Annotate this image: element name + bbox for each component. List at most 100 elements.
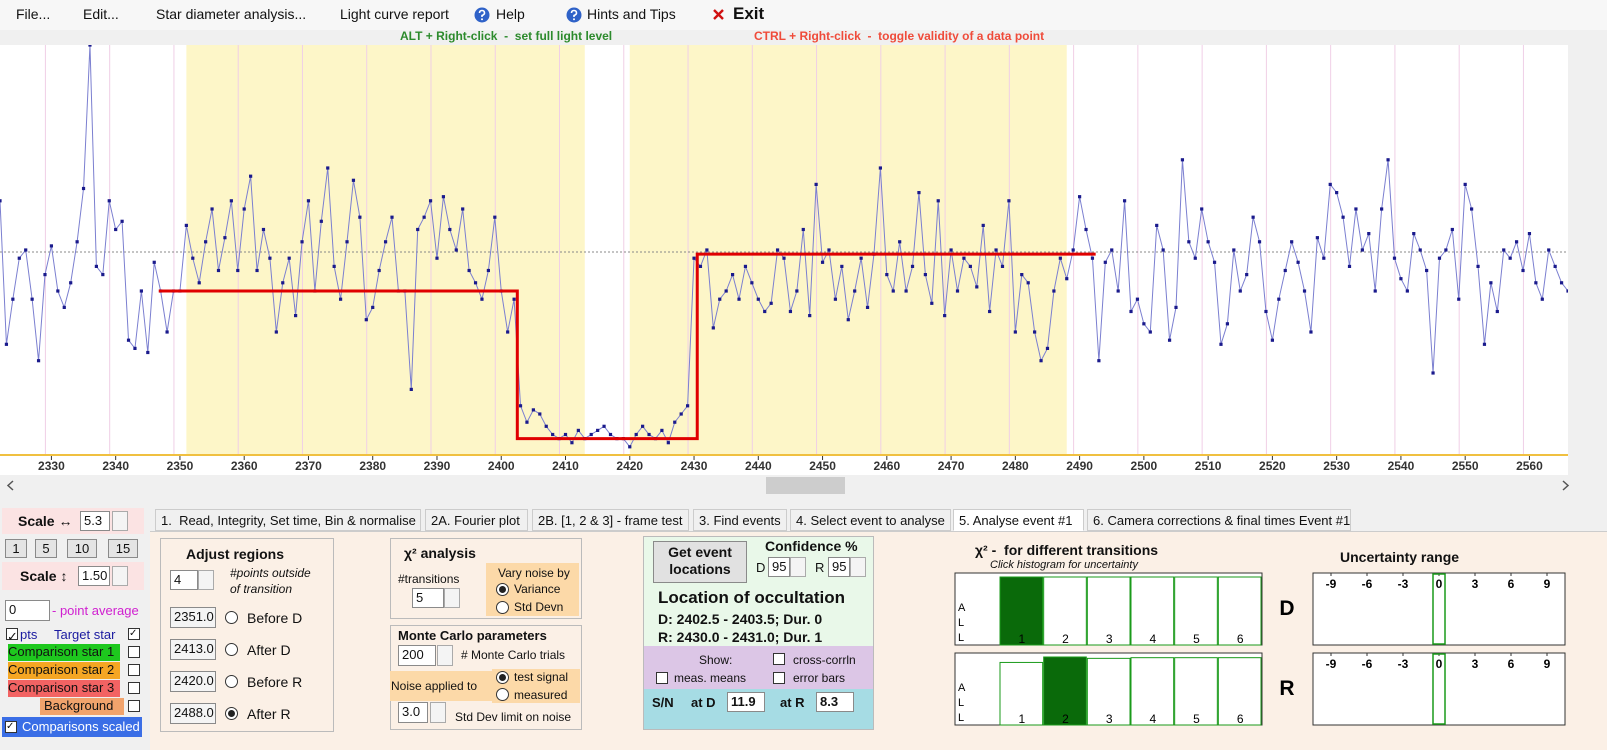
data-point[interactable] (1437, 256, 1442, 260)
data-point[interactable] (1097, 359, 1101, 363)
data-point[interactable] (1457, 297, 1461, 301)
data-point[interactable] (923, 273, 927, 277)
data-point[interactable] (1193, 256, 1197, 260)
data-point[interactable] (197, 281, 201, 285)
spinner[interactable] (430, 702, 446, 723)
input[interactable]: 95 (828, 557, 850, 577)
data-point[interactable] (518, 404, 523, 408)
data-point[interactable] (1470, 207, 1474, 211)
data-point[interactable] (441, 195, 446, 199)
radio[interactable] (496, 688, 509, 701)
data-point[interactable] (1103, 260, 1107, 264)
checkbox[interactable] (656, 672, 668, 684)
data-point[interactable] (69, 281, 73, 285)
data-point[interactable] (1270, 338, 1274, 342)
data-point[interactable] (223, 236, 227, 240)
data-point[interactable] (975, 285, 979, 289)
data-point[interactable] (1277, 297, 1281, 301)
data-point[interactable] (865, 305, 870, 309)
data-point[interactable] (107, 199, 111, 203)
data-point[interactable] (1026, 281, 1030, 285)
data-point[interactable] (891, 289, 895, 293)
checkbox[interactable] (773, 672, 785, 684)
radio[interactable] (225, 643, 238, 656)
tab[interactable]: 6. Camera corrections & final times Even… (1087, 509, 1351, 531)
input[interactable]: 1.50 (78, 566, 110, 586)
data-point[interactable] (146, 350, 150, 355)
data-point[interactable] (261, 227, 266, 232)
data-point[interactable] (820, 260, 825, 264)
data-point[interactable] (1341, 215, 1345, 219)
data-point[interactable] (1187, 240, 1191, 244)
data-point[interactable] (81, 186, 86, 191)
data-point[interactable] (377, 268, 381, 273)
data-point[interactable] (1566, 289, 1568, 293)
data-point[interactable] (1000, 264, 1005, 268)
tab[interactable]: 2A. Fourier plot (425, 509, 528, 531)
data-point[interactable] (473, 281, 478, 285)
data-point[interactable] (120, 219, 124, 223)
data-point[interactable] (1502, 248, 1506, 252)
menu-item[interactable]: Light curve report (340, 6, 449, 22)
data-point[interactable] (152, 260, 156, 264)
data-point[interactable] (1315, 236, 1319, 240)
checkbox[interactable] (128, 664, 140, 676)
data-point[interactable] (139, 289, 143, 293)
data-point[interactable] (737, 297, 741, 301)
input[interactable]: 5 (412, 588, 444, 608)
data-point[interactable] (1399, 277, 1403, 281)
data-point[interactable] (1322, 256, 1326, 260)
data-point[interactable] (910, 264, 915, 268)
data-point[interactable] (692, 256, 696, 260)
data-point[interactable] (428, 199, 433, 203)
data-point[interactable] (1264, 309, 1268, 314)
data-point[interactable] (1296, 260, 1300, 264)
data-point[interactable] (673, 420, 677, 424)
checkbox[interactable] (128, 682, 140, 694)
data-point[interactable] (730, 273, 735, 277)
data-point[interactable] (1212, 260, 1217, 264)
data-point[interactable] (698, 264, 703, 268)
data-point[interactable] (634, 432, 638, 437)
data-point[interactable] (1174, 305, 1178, 309)
data-point[interactable] (795, 289, 799, 293)
data-point[interactable] (1129, 309, 1133, 314)
data-point[interactable] (30, 297, 34, 301)
data-point[interactable] (1392, 256, 1397, 260)
data-point[interactable] (62, 305, 66, 309)
data-point[interactable] (1495, 309, 1499, 314)
menu-item[interactable]: Exit (733, 4, 765, 23)
button[interactable]: 5 (35, 539, 57, 558)
data-point[interactable] (544, 424, 548, 428)
data-point[interactable] (75, 240, 79, 244)
data-point[interactable] (114, 227, 118, 232)
data-point[interactable] (1534, 281, 1538, 285)
data-point[interactable] (422, 215, 426, 219)
data-point[interactable] (563, 432, 568, 437)
menu-item[interactable]: Edit... (83, 6, 119, 22)
data-point[interactable] (1090, 256, 1095, 260)
data-point[interactable] (281, 281, 285, 285)
spinner[interactable] (112, 566, 128, 586)
spinner[interactable] (112, 511, 128, 531)
data-point[interactable] (1559, 281, 1564, 285)
data-point[interactable] (242, 207, 246, 211)
data-point[interactable] (512, 297, 516, 301)
scroll-thumb[interactable] (766, 477, 845, 494)
data-point[interactable] (859, 256, 863, 260)
data-point[interactable] (551, 432, 555, 437)
data-point[interactable] (454, 248, 458, 252)
data-point[interactable] (1553, 264, 1557, 268)
data-point[interactable] (24, 248, 28, 252)
button[interactable]: 15 (108, 539, 138, 558)
data-point[interactable] (1463, 182, 1467, 186)
data-point[interactable] (1354, 207, 1358, 211)
data-point[interactable] (210, 207, 214, 211)
data-point[interactable] (1013, 330, 1017, 334)
tab-selected[interactable]: 5. Analyse event #1 (953, 509, 1084, 531)
scroll-left[interactable] (6, 480, 16, 491)
data-point[interactable] (1110, 248, 1114, 252)
light-curve-plot[interactable]: 2330 2340 2350 2360 2370 2380 2390 2400 2410 2420… (0, 45, 1568, 475)
data-point[interactable] (1206, 240, 1210, 244)
data-point[interactable] (756, 297, 760, 301)
